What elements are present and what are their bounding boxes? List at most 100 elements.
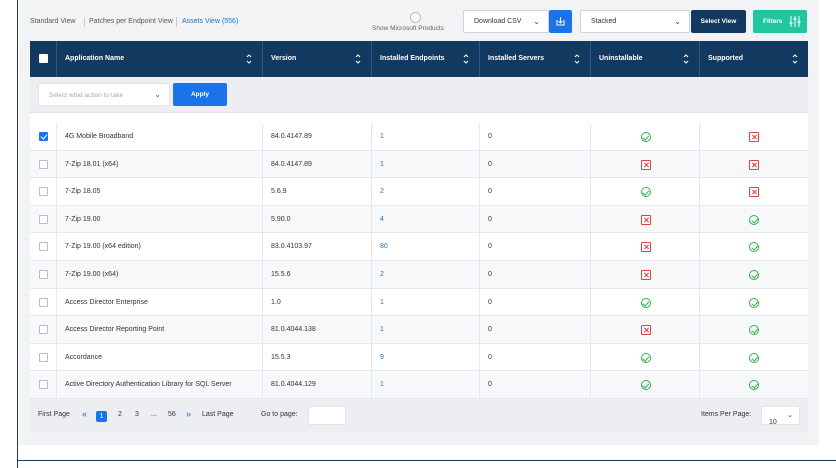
cell-servers: 0	[480, 205, 591, 234]
table-row[interactable]: Access Director Enterprise 1.0 1 0	[30, 288, 808, 317]
select-all-checkbox[interactable]	[39, 54, 48, 63]
column-header-version[interactable]: Version	[263, 41, 372, 77]
download-icon	[556, 17, 565, 26]
items-per-page-select[interactable]: 10 ⌄	[761, 405, 800, 426]
table-row[interactable]: 7-Zip 19.00 (x64) 15.5.6 2 0	[30, 260, 808, 289]
check-circle-icon	[640, 380, 651, 391]
cell-uninstallable	[591, 316, 700, 344]
window-frame-left	[17, 0, 18, 468]
row-checkbox[interactable]	[39, 214, 48, 224]
cell-supported	[700, 206, 808, 234]
assets-table: Application Name Version Installed Endpo…	[30, 41, 808, 433]
apply-button[interactable]: Apply	[173, 83, 227, 106]
x-square-icon	[640, 269, 651, 280]
row-checkbox[interactable]	[39, 352, 48, 362]
cell-supported	[700, 344, 808, 372]
show-microsoft-toggle[interactable]	[410, 12, 421, 23]
row-checkbox[interactable]	[39, 159, 48, 169]
cell-name: 7-Zip 19.00	[57, 205, 263, 234]
row-checkbox[interactable]	[39, 132, 48, 141]
cell-version: 15.5.3	[263, 343, 372, 372]
row-checkbox[interactable]	[39, 297, 48, 307]
row-select-cell	[30, 260, 57, 289]
cell-supported	[700, 233, 808, 261]
cell-uninstallable	[591, 371, 700, 399]
chevron-double-right-icon[interactable]: »	[186, 408, 192, 419]
sort-icon	[246, 54, 252, 64]
page-3[interactable]: 3	[135, 410, 139, 418]
top-toolbar: Standard View Patches per Endpoint View …	[30, 0, 820, 40]
page-56[interactable]: 56	[168, 410, 176, 418]
cell-endpoints[interactable]: 1	[372, 288, 480, 317]
standard-view-link[interactable]: Standard View	[30, 18, 76, 25]
cell-endpoints[interactable]: 4	[372, 205, 480, 234]
filters-label: Filters	[763, 18, 783, 25]
cell-endpoints[interactable]: 9	[372, 343, 480, 372]
show-microsoft-label: Show Microsoft Products	[372, 25, 444, 32]
chevron-down-icon: ⌄	[674, 17, 681, 26]
cell-version: 84.0.4147.89	[263, 123, 372, 151]
cell-servers: 0	[480, 178, 591, 206]
column-header-endpoints[interactable]: Installed Endpoints	[372, 41, 480, 77]
cell-supported	[700, 289, 808, 317]
table-row[interactable]: Accordance 15.5.3 9 0	[30, 343, 808, 372]
cell-supported	[700, 151, 808, 179]
bulk-action-select[interactable]: Select what action to take ⌄	[38, 83, 170, 106]
cell-servers: 0	[480, 316, 591, 344]
row-select-cell	[30, 316, 57, 344]
download-button[interactable]	[549, 10, 572, 33]
patches-view-link[interactable]: Patches per Endpoint View	[89, 18, 173, 25]
x-square-icon	[640, 159, 651, 170]
download-format-label: Download CSV	[474, 18, 522, 25]
cell-endpoints[interactable]: 1	[372, 150, 480, 179]
first-page-link[interactable]: First Page	[38, 410, 70, 418]
row-checkbox[interactable]	[39, 325, 48, 335]
cell-endpoints[interactable]: 80	[372, 233, 480, 261]
row-select-cell	[30, 178, 57, 206]
goto-page-input[interactable]	[308, 405, 346, 425]
check-circle-icon	[749, 269, 759, 280]
check-circle-icon	[749, 242, 759, 253]
cell-endpoints[interactable]: 2	[372, 178, 480, 206]
filters-button[interactable]: Filters	[753, 10, 807, 33]
chevron-double-left-icon[interactable]: «	[82, 408, 88, 419]
bulk-action-placeholder: Select what action to take	[49, 92, 124, 99]
row-checkbox[interactable]	[39, 380, 48, 390]
cell-servers: 0	[480, 288, 591, 317]
select-view-button[interactable]: Select View	[691, 10, 746, 33]
cell-endpoints[interactable]: 1	[372, 316, 480, 344]
table-row[interactable]: 4G Mobile Broadband 84.0.4147.89 1 0	[30, 123, 808, 151]
cell-uninstallable	[591, 123, 700, 151]
table-row[interactable]: 7-Zip 18.01 (x64) 84.0.4147.89 1 0	[30, 150, 808, 179]
table-row[interactable]: 7-Zip 19.00 5.90.0 4 0	[30, 205, 808, 234]
table-row[interactable]: 7-Zip 18.05 5.6.9 2 0	[30, 178, 808, 206]
sliders-icon	[789, 16, 801, 27]
table-row[interactable]: Active Directory Authentication Library …	[30, 371, 808, 399]
page-1[interactable]: 1	[96, 410, 107, 422]
last-page-link[interactable]: Last Page	[202, 410, 234, 418]
page-2[interactable]: 2	[118, 410, 122, 418]
layout-select[interactable]: Stacked ⌄	[580, 10, 690, 33]
cell-endpoints[interactable]: 2	[372, 260, 480, 289]
cell-uninstallable	[591, 343, 700, 372]
download-format-select[interactable]: Download CSV ⌄	[463, 10, 549, 33]
column-header-uninstallable[interactable]: Uninstallable	[591, 41, 700, 77]
cell-version: 5.90.0	[263, 205, 372, 234]
table-row[interactable]: Access Director Reporting Point 81.0.4044…	[30, 316, 808, 344]
assets-view-link[interactable]: Assets View (556)	[182, 18, 239, 25]
row-checkbox[interactable]	[39, 242, 48, 252]
row-checkbox[interactable]	[39, 269, 48, 279]
column-header-supported[interactable]: Supported	[700, 41, 808, 77]
cell-endpoints[interactable]: 1	[372, 371, 480, 399]
cell-supported	[700, 123, 808, 151]
column-header-servers[interactable]: Installed Servers	[480, 41, 591, 77]
cell-supported	[700, 371, 808, 399]
table-header: Application Name Version Installed Endpo…	[30, 41, 808, 77]
column-header-name[interactable]: Application Name	[57, 41, 263, 77]
separator	[176, 17, 177, 27]
cell-servers: 0	[480, 260, 591, 289]
check-circle-icon	[640, 132, 651, 142]
table-row[interactable]: 7-Zip 19.00 (x64 edition) 83.0.4103.97 80 0	[30, 233, 808, 261]
row-checkbox[interactable]	[39, 187, 48, 197]
cell-endpoints[interactable]: 1	[372, 123, 480, 151]
